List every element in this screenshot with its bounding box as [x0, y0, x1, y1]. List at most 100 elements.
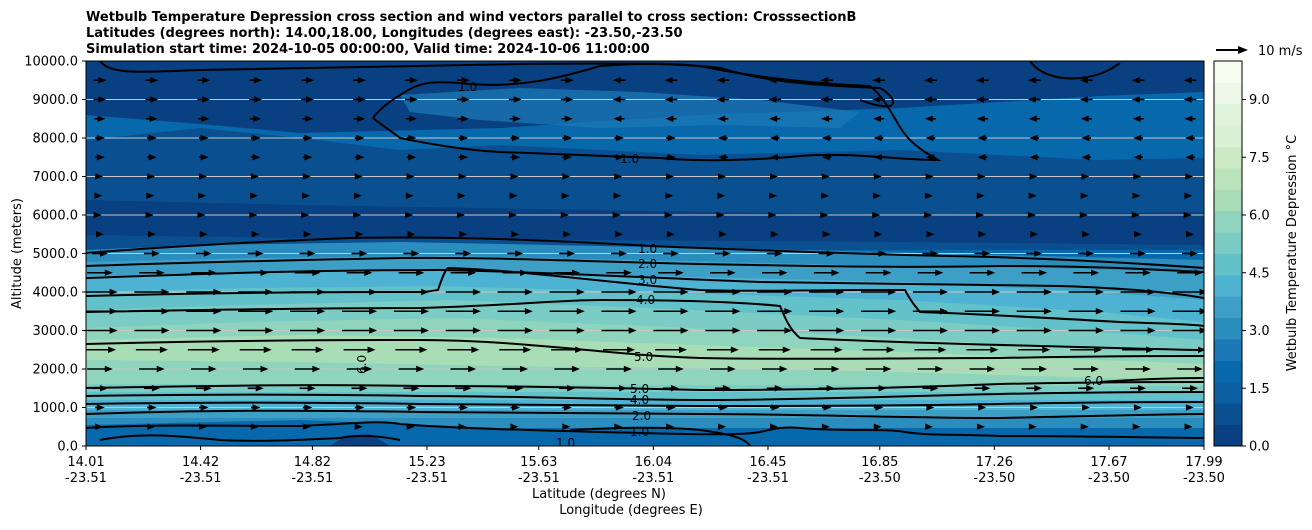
wind-vector-head: [1090, 365, 1099, 373]
wind-vector-head: [670, 385, 679, 392]
wind-vector-head: [571, 269, 580, 276]
wind-vector: [706, 346, 739, 353]
wind-vector: [821, 115, 833, 122]
colorbar-tick-label: 6.0: [1249, 209, 1270, 224]
wind-vector: [873, 154, 884, 161]
colorbar-swatch: [1214, 381, 1242, 404]
wind-vector: [1177, 365, 1203, 373]
wind-vector-head: [151, 385, 160, 392]
colorbar-swatch: [1214, 339, 1242, 361]
wind-vector-head: [769, 423, 778, 430]
wind-vector-head: [779, 365, 788, 373]
wind-vector-head: [260, 269, 269, 276]
wind-vector: [611, 385, 628, 392]
wind-vector-head: [96, 154, 105, 161]
wind-vector-head: [628, 327, 637, 334]
wind-vector: [398, 269, 425, 276]
wind-vector-head: [421, 327, 430, 334]
wind-vector-head: [991, 288, 1000, 296]
wind-vector-head: [1029, 134, 1038, 142]
wind-vector-head: [461, 77, 470, 84]
wind-vector: [601, 327, 637, 334]
wind-vector-head: [411, 385, 420, 392]
wind-vector-head: [1029, 173, 1038, 180]
wind-vector-head: [576, 288, 585, 296]
wind-vector: [403, 250, 420, 257]
wind-vector-head: [213, 288, 222, 296]
wind-vector: [1068, 308, 1104, 315]
wind-vector: [1183, 77, 1197, 84]
wind-vector-head: [104, 365, 113, 373]
colorbar-label: Wetbulb Temperature Depression °C: [1285, 135, 1300, 372]
wind-vector-head: [990, 346, 999, 353]
x-tick-label-longitude: -23.51: [406, 471, 448, 486]
wind-vector: [1021, 365, 1048, 373]
wind-vector: [976, 423, 985, 430]
wind-vector: [502, 269, 529, 276]
wind-vector: [870, 250, 887, 257]
wind-vector-head: [524, 327, 533, 334]
wind-vector: [821, 154, 832, 161]
wind-vector-head: [619, 250, 628, 257]
contour-label: 2.0: [638, 257, 657, 271]
wind-vector: [1027, 211, 1036, 219]
wind-vector-head: [822, 231, 831, 238]
wind-vector-head: [265, 327, 274, 334]
wind-vector-head: [359, 385, 368, 392]
contour-line-1.0-dip: [569, 426, 751, 446]
wind-vector-head: [1183, 211, 1192, 219]
wind-vector-head: [1039, 269, 1048, 276]
wind-vector: [769, 134, 780, 142]
wind-vector-head: [145, 211, 154, 219]
wind-vector-head: [727, 269, 736, 276]
wind-vector: [865, 365, 892, 373]
wind-vector-head: [200, 134, 209, 142]
wind-vector-head: [411, 250, 420, 257]
wind-vector: [92, 250, 108, 257]
wind-vector: [353, 96, 366, 103]
wind-vector: [302, 192, 311, 199]
wind-vector-head: [563, 134, 572, 142]
wind-vector-head: [826, 250, 835, 257]
wind-vector: [406, 423, 415, 430]
wind-vector-head: [940, 308, 949, 315]
wind-vector: [554, 365, 580, 373]
wind-vector-head: [883, 365, 892, 373]
wind-vector: [821, 134, 832, 142]
wind-vector: [405, 77, 418, 84]
wind-vector-head: [784, 308, 793, 315]
wind-vector-head: [458, 173, 467, 180]
wind-vector: [186, 308, 222, 315]
wind-vector-head: [878, 250, 887, 257]
wind-vector-head: [303, 231, 312, 238]
wind-vector-head: [680, 327, 689, 334]
wind-vector: [562, 404, 572, 411]
wind-vector-head: [108, 346, 116, 353]
wind-vector-head: [615, 154, 624, 161]
wind-vector-head: [872, 192, 881, 199]
wind-vector-head: [1029, 154, 1038, 161]
wind-vector-head: [935, 269, 944, 276]
wind-vector: [666, 134, 676, 142]
wind-vector: [766, 385, 783, 392]
wind-vector: [653, 288, 689, 296]
wind-vector-head: [873, 134, 882, 142]
y-tick-label: 10000.0: [24, 55, 78, 70]
wind-vector-head: [978, 231, 987, 238]
filled-band-mid-dark: [86, 200, 1204, 245]
wind-vector-head: [109, 288, 118, 296]
wind-vector-head: [200, 404, 209, 411]
wind-vector: [809, 327, 845, 334]
wind-vector: [662, 385, 679, 392]
wind-vector-head: [161, 308, 170, 315]
wind-vector: [395, 346, 428, 353]
wind-vector: [191, 269, 217, 276]
wind-vector-head: [409, 96, 418, 103]
wind-vector-head: [872, 211, 881, 219]
wind-vector-head: [768, 96, 777, 103]
contour-label: 5.0: [630, 382, 649, 396]
wind-vector: [770, 231, 779, 238]
wind-vector-head: [315, 346, 324, 353]
wind-vector: [457, 115, 469, 122]
wind-vector: [302, 134, 313, 142]
